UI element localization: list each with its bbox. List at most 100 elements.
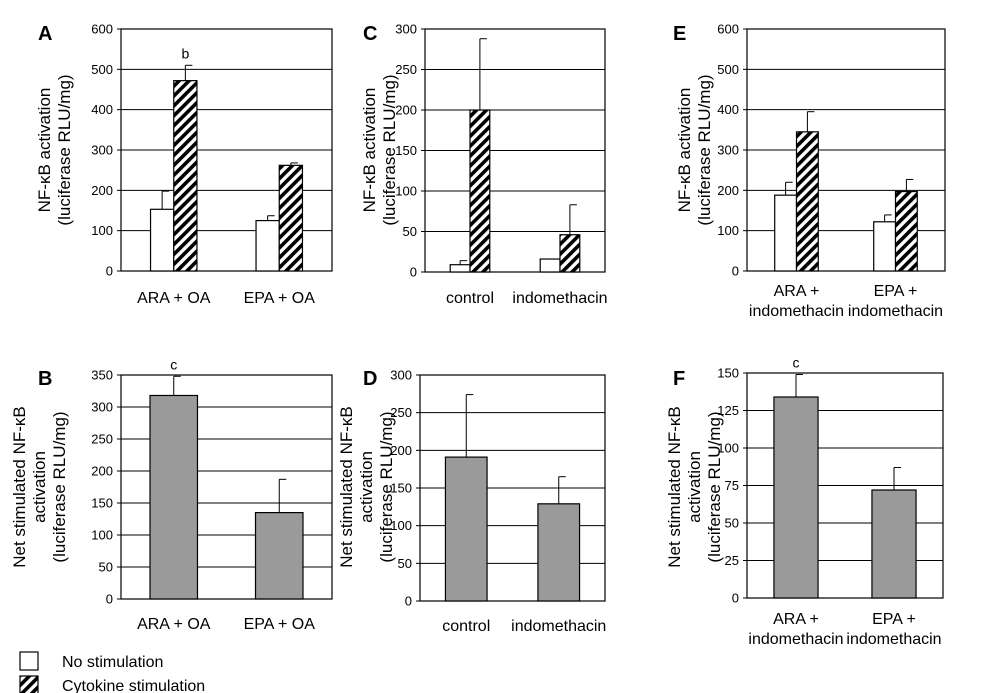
bar-white <box>539 258 561 273</box>
panel-a: 0 100 200 300 400 500 600 b ARA + OA EPA + OA A NF-… <box>35 22 333 307</box>
y-tick-label: 150 <box>390 481 412 496</box>
plot-frame <box>424 28 606 273</box>
legend-label: Cytokine stimulation <box>62 678 205 693</box>
y-tick-label: 0 <box>410 265 417 280</box>
bar-hatched <box>795 131 819 272</box>
panel-f: 0 25 50 75 100 125 150 c ARA + indomethacin EPA + i… <box>665 355 944 648</box>
y-tick-label: 200 <box>91 464 113 479</box>
bar-gray <box>871 489 917 599</box>
y-axis-label: Net stimulated NF-κBactivation(luciferas… <box>337 406 396 568</box>
y-tick-label: 25 <box>725 553 739 568</box>
y-tick-label: 200 <box>390 443 412 458</box>
y-tick-label: 600 <box>717 22 739 37</box>
category-label: ARA + <box>773 611 819 628</box>
y-tick-label: 300 <box>390 368 412 383</box>
panel-c: 0 50 100 150 200 250 300 control indomethacin C NF… <box>360 22 608 308</box>
y-axis-label-line: (luciferase RLU/mg) <box>55 74 74 225</box>
panel-letter: E <box>673 23 686 45</box>
y-axis-label-line: NF-κB activation <box>35 88 54 213</box>
y-tick-label: 250 <box>91 432 113 447</box>
y-tick-label: 150 <box>395 143 417 158</box>
y-tick-label: 0 <box>732 591 739 606</box>
plot-frame <box>419 374 606 602</box>
significance-label: c <box>793 355 800 371</box>
y-tick-label: 100 <box>395 184 417 199</box>
bar-hatched <box>173 80 198 272</box>
y-tick-label: 300 <box>395 22 417 37</box>
y-axis-label-line: activation <box>685 451 704 523</box>
category-label: EPA + OA <box>244 616 316 633</box>
category-label: control <box>442 618 490 635</box>
y-tick-label: 50 <box>99 560 113 575</box>
y-axis-label-line: NF-κB activation <box>360 88 379 213</box>
panel-letter: F <box>673 368 685 390</box>
y-tick-label: 75 <box>725 478 739 493</box>
legend-swatch-white <box>19 651 39 671</box>
plot-frame <box>746 372 944 599</box>
y-tick-label: 125 <box>717 403 739 418</box>
significance-label: c <box>170 356 177 372</box>
y-axis-label: NF-κB activation(luciferase RLU/mg) <box>675 74 714 225</box>
y-tick-label: 100 <box>717 441 739 456</box>
y-tick-label: 50 <box>403 224 417 239</box>
y-axis-label-line: (luciferase RLU/mg) <box>380 74 399 225</box>
y-tick-label: 150 <box>91 496 113 511</box>
category-label: indomethacin <box>512 290 607 307</box>
bar-hatched <box>469 109 491 273</box>
y-axis-label: NF-κB activation(luciferase RLU/mg) <box>35 74 74 225</box>
y-tick-label: 100 <box>717 223 739 238</box>
category-label: EPA + <box>874 283 918 300</box>
category-label: indomethacin <box>511 618 606 635</box>
y-axis-label-line: Net stimulated NF-κB <box>337 406 356 568</box>
y-axis-label-line: Net stimulated NF-κB <box>665 406 684 568</box>
legend-label: No stimulation <box>62 654 163 671</box>
y-tick-label: 250 <box>390 405 412 420</box>
legend: No stimulation Cytokine stimulation <box>19 651 205 693</box>
panel-b: 0 50 100 150 200 250 300 350 c ARA + OA EPA + OA BN… <box>10 356 333 633</box>
y-tick-label: 50 <box>725 516 739 531</box>
bar-white <box>255 219 280 272</box>
y-tick-label: 200 <box>717 183 739 198</box>
y-tick-label: 300 <box>91 143 113 158</box>
panel-letter: B <box>38 368 52 390</box>
y-axis-label-line: (luciferase RLU/mg) <box>377 411 396 562</box>
y-tick-label: 150 <box>717 366 739 381</box>
y-tick-label: 200 <box>395 103 417 118</box>
panel-e: 0 100 200 300 400 500 600 ARA + indomethacin EPA … <box>673 22 946 320</box>
y-tick-label: 100 <box>91 528 113 543</box>
y-axis-label-line: (luciferase RLU/mg) <box>695 74 714 225</box>
plot-frame <box>746 28 946 272</box>
category-label: ARA + OA <box>137 290 211 307</box>
bar-white <box>873 221 897 272</box>
y-tick-label: 500 <box>717 62 739 77</box>
category-label: indomethacin <box>846 631 941 648</box>
bar-gray <box>254 511 304 600</box>
y-axis-label: Net stimulated NF-κBactivation(luciferas… <box>10 406 69 568</box>
y-tick-label: 600 <box>91 22 113 37</box>
category-label: ARA + OA <box>137 616 211 633</box>
bar-gray <box>444 456 488 602</box>
y-tick-label: 500 <box>91 62 113 77</box>
category-label: control <box>446 290 494 307</box>
category-label: EPA + OA <box>244 290 316 307</box>
bar-gray <box>537 503 581 602</box>
bar-hatched <box>894 190 918 272</box>
category-label: EPA + <box>872 611 916 628</box>
y-tick-label: 300 <box>717 143 739 158</box>
category-label: indomethacin <box>848 303 943 320</box>
bar-gray <box>773 396 819 599</box>
bar-hatched <box>559 234 581 273</box>
bar-white <box>449 264 471 273</box>
panel-letter: A <box>38 23 52 45</box>
category-label: indomethacin <box>748 631 843 648</box>
y-tick-label: 400 <box>91 102 113 117</box>
y-axis-label: Net stimulated NF-κBactivation(luciferas… <box>665 406 724 568</box>
plot-frame <box>120 374 333 600</box>
panel-letter: D <box>363 368 377 390</box>
y-tick-label: 50 <box>398 556 412 571</box>
y-tick-label: 250 <box>395 62 417 77</box>
y-tick-label: 0 <box>106 264 113 279</box>
significance-label: b <box>181 45 189 61</box>
